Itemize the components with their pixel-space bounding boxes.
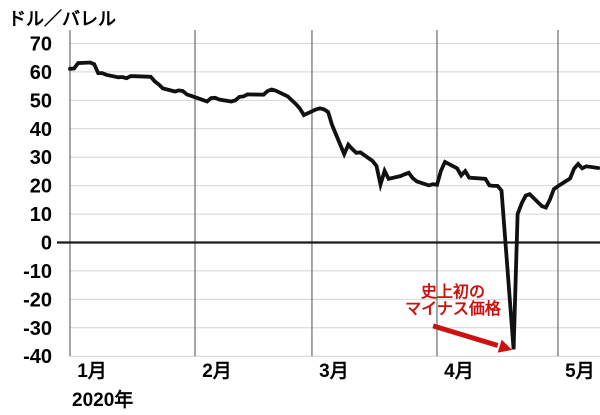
y-tick-label-50: 50 [30,90,52,112]
negative-price-annotation: 史上初の マイナス価格 [405,284,501,318]
x-tick-label-5月: 5月 [565,361,595,382]
y-tick-label-10: 10 [30,204,52,226]
x-axis-year-label: 2020年 [72,390,134,411]
y-tick-label-20: 20 [30,176,52,198]
x-tick-label-4月: 4月 [444,361,474,382]
annotation-line-2: マイナス価格 [405,301,501,318]
y-tick-label--20: -20 [23,289,52,311]
x-tick-label-2月: 2月 [202,361,232,382]
arrow-shaft [432,323,499,348]
y-tick-label--40: -40 [23,346,52,368]
y-axis-unit-label: ドル／バレル [8,9,116,29]
y-tick-label-30: 30 [30,147,52,169]
arrow-head [497,339,513,353]
y-axis-tick-labels: 70 60 50 40 30 20 10 0 -10 -20 -30 -40 [23,33,52,368]
y-tick-label-60: 60 [30,62,52,84]
x-tick-label-1月: 1月 [77,361,107,382]
y-tick-label--30: -30 [23,318,52,340]
annotation-line-1: 史上初の [420,284,485,301]
horizontal-gridlines [70,42,600,357]
price-line-series [68,60,600,350]
y-tick-label-70: 70 [30,33,52,55]
annotation-arrow-icon [432,323,513,353]
y-tick-label--10: -10 [23,261,52,283]
x-tick-label-3月: 3月 [319,361,349,382]
vertical-gridlines-and-axis [69,30,559,357]
x-axis-tick-labels: 1月 2月 3月 4月 5月 [77,361,595,382]
y-tick-label-0: 0 [41,233,52,255]
y-tick-label-40: 40 [30,119,52,141]
